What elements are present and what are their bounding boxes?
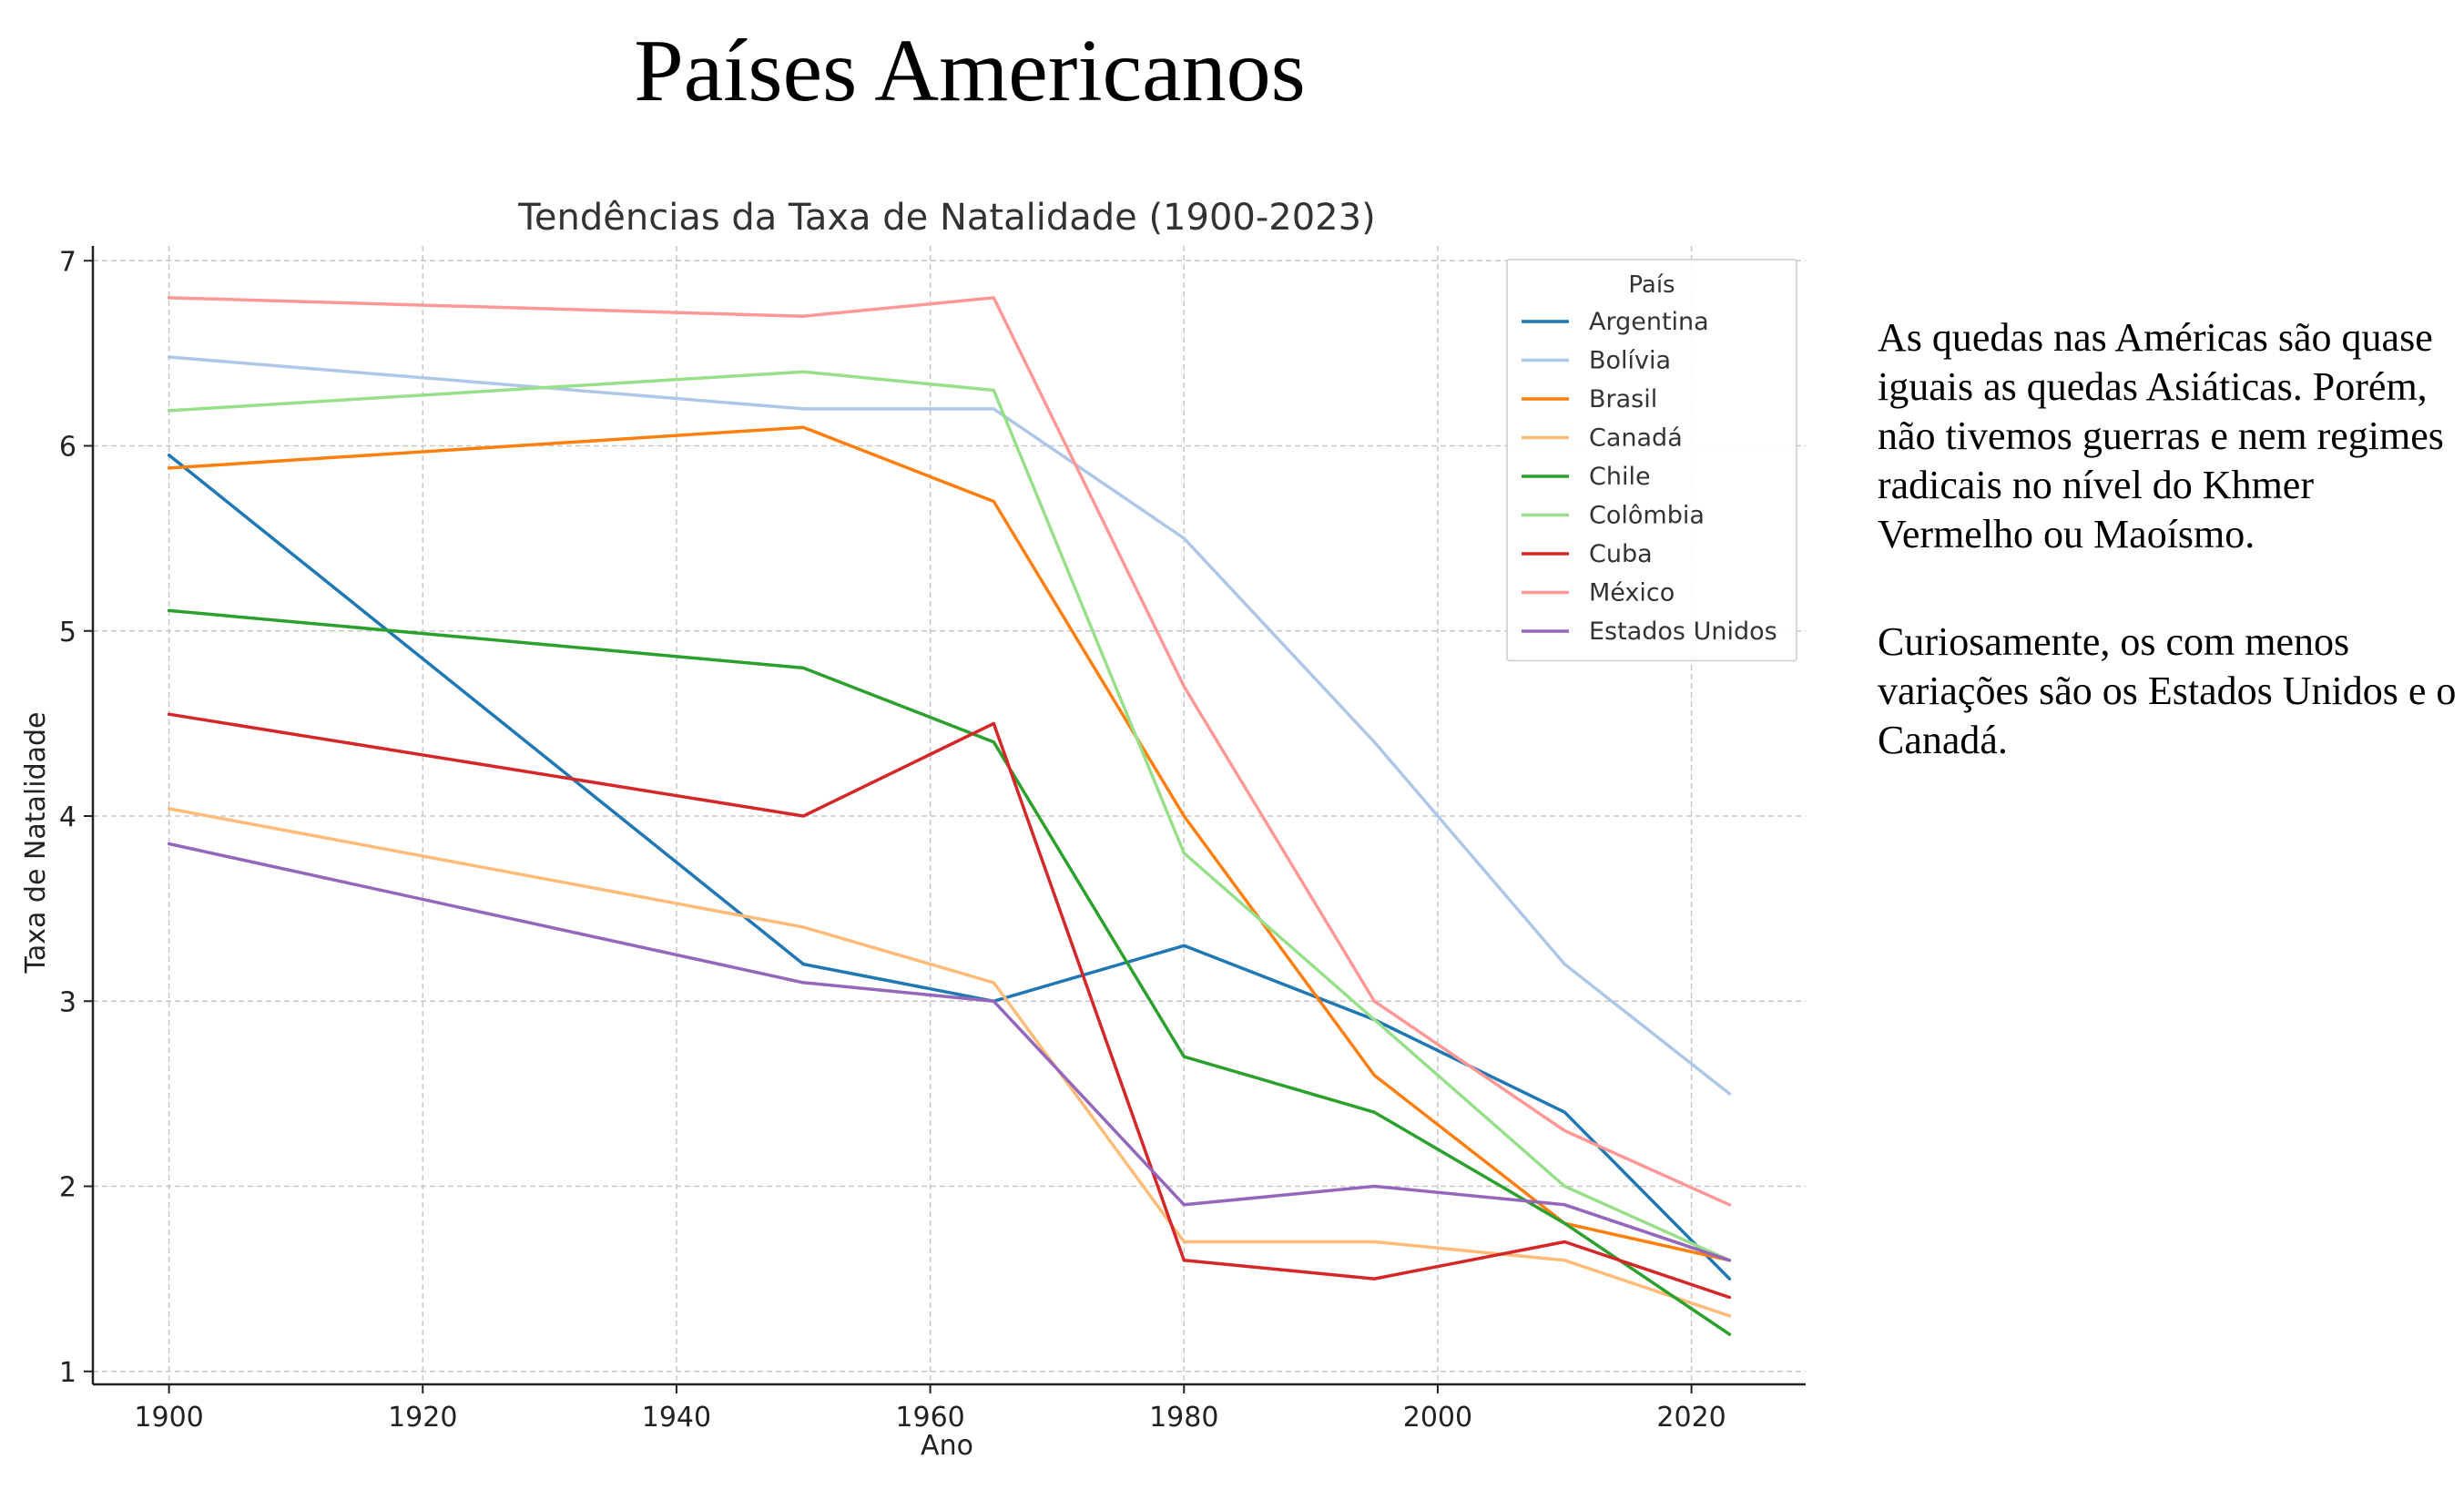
series-line-cuba — [167, 712, 1732, 1300]
x-tick-label: 2020 — [1656, 1402, 1726, 1434]
legend-label: Cuba — [1589, 540, 1653, 568]
y-tick-label: 3 — [59, 986, 76, 1018]
legend-label: Colômbia — [1589, 502, 1705, 530]
series-line-chile — [167, 608, 1732, 1336]
y-tick-label: 1 — [59, 1357, 76, 1389]
x-tick-label: 1920 — [388, 1402, 457, 1434]
series-line-brasil — [167, 425, 1732, 1262]
series-lines — [167, 296, 1732, 1336]
commentary: As quedas nas Américas são quase iguais … — [1878, 313, 2460, 823]
x-tick-label: 1980 — [1149, 1402, 1218, 1434]
x-tick-label: 2000 — [1403, 1402, 1472, 1434]
page-title: Países Americanos — [634, 22, 1306, 120]
y-tick-label: 5 — [59, 617, 76, 648]
x-tick-label: 1960 — [895, 1402, 964, 1434]
chart-title: Tendências da Taxa de Natalidade (1900-2… — [517, 197, 1375, 239]
legend-label: Chile — [1589, 463, 1651, 491]
legend-label: Brasil — [1589, 385, 1657, 413]
series-line-argentina — [167, 453, 1732, 1281]
x-tick-label: 1940 — [642, 1402, 711, 1434]
y-tick-label: 6 — [59, 432, 76, 464]
legend-label: Estados Unidos — [1589, 617, 1777, 646]
legend-label: Canadá — [1589, 424, 1683, 453]
axes: 1900 1920 1940 1960 1980 2000 2020 1 2 3 4 5 6 7 — [59, 246, 1806, 1434]
y-tick-label: 4 — [59, 801, 76, 833]
legend-label: Bolívia — [1589, 347, 1671, 375]
series-line-colômbia — [167, 370, 1732, 1262]
y-tick-label: 7 — [59, 246, 76, 278]
legend-title: País — [1628, 271, 1675, 299]
y-tick-label: 2 — [59, 1172, 76, 1204]
x-axis-label: Ano — [921, 1430, 973, 1462]
legend-box — [1506, 259, 1797, 662]
x-tick-label: 1900 — [134, 1402, 203, 1434]
legend-label: México — [1589, 579, 1675, 607]
commentary-paragraph-2: Curiosamente, os com menos variações são… — [1878, 619, 2457, 762]
series-line-bolívia — [167, 355, 1732, 1096]
grid — [93, 246, 1806, 1384]
y-axis-label: Taxa de Natalidade — [20, 711, 52, 974]
series-line-méxico — [167, 296, 1732, 1207]
commentary-paragraph-1: As quedas nas Américas são quase iguais … — [1878, 315, 2444, 556]
legend-label: Argentina — [1589, 308, 1709, 336]
series-line-canadá — [167, 807, 1732, 1318]
legend: País Argentina Bolívia Brasil Canadá Chile Col… — [1506, 259, 1797, 662]
series-line-estados-unidos — [167, 842, 1732, 1262]
